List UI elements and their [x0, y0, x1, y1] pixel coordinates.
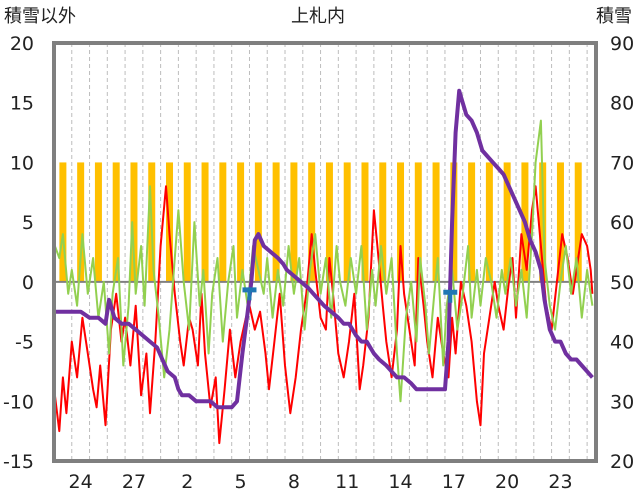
x-tick-label: 23 — [548, 471, 572, 493]
bar — [308, 162, 316, 282]
markers — [242, 287, 458, 303]
x-tick-label: 14 — [388, 471, 412, 493]
series-line-3 — [53, 119, 594, 403]
chart-title: 上札内 — [291, 6, 345, 27]
series-line-2 — [53, 185, 594, 445]
bar — [361, 162, 369, 282]
left-axis-title: 積雪以外 — [4, 6, 76, 27]
bar — [343, 162, 351, 282]
x-tick-label: 5 — [235, 471, 247, 493]
bar — [432, 162, 440, 282]
left-tick-label: -10 — [3, 391, 34, 413]
bar — [183, 162, 191, 282]
left-tick-label: -15 — [3, 451, 34, 473]
marker — [242, 287, 257, 301]
left-tick-label: 10 — [10, 152, 34, 174]
right-tick-label: 80 — [610, 93, 634, 115]
bar — [254, 162, 262, 282]
right-tick-label: 70 — [610, 152, 634, 174]
bar — [112, 162, 120, 282]
bar — [397, 162, 405, 282]
x-tick-label: 27 — [122, 471, 146, 493]
bar — [556, 162, 564, 282]
x-tick-label: 8 — [288, 471, 300, 493]
bar — [237, 162, 245, 282]
right-axis-title: 積雪 — [596, 6, 632, 27]
left-tick-label: 5 — [22, 212, 34, 234]
bar — [94, 162, 102, 282]
left-tick-label: 20 — [10, 33, 34, 55]
x-tick-labels: 24 27 2 5 8 11 14 17 20 23 — [69, 471, 573, 493]
x-tick-label: 24 — [69, 471, 93, 493]
right-tick-label: 20 — [610, 451, 634, 473]
bar — [574, 162, 582, 282]
bar — [201, 162, 209, 282]
bar — [77, 162, 85, 282]
bar — [485, 162, 493, 282]
bar — [468, 162, 476, 282]
bar — [130, 162, 138, 282]
x-tick-label: 20 — [495, 471, 519, 493]
x-tick-label: 2 — [181, 471, 193, 493]
bar — [59, 162, 67, 282]
right-tick-label: 30 — [610, 391, 634, 413]
left-tick-labels: 20 15 10 5 0 -5 -10 -15 — [3, 33, 34, 473]
left-tick-label: 0 — [22, 272, 34, 294]
bar — [325, 162, 333, 282]
bar — [414, 162, 422, 282]
series-line-4 — [54, 88, 594, 410]
left-tick-label: -5 — [15, 332, 34, 354]
bar — [272, 162, 280, 282]
bar — [379, 162, 387, 282]
x-tick-label: 17 — [442, 471, 466, 493]
bar — [503, 162, 511, 282]
x-tick-label: 11 — [335, 471, 359, 493]
bar — [290, 162, 298, 282]
right-tick-label: 40 — [610, 332, 634, 354]
plot-frame — [52, 41, 598, 463]
bar — [219, 162, 227, 282]
marker — [443, 289, 458, 303]
line-series — [53, 88, 594, 445]
right-tick-label: 50 — [610, 272, 634, 294]
right-tick-label: 90 — [610, 33, 634, 55]
left-tick-label: 15 — [10, 93, 34, 115]
right-tick-labels: 90 80 70 60 50 40 30 20 — [610, 33, 634, 473]
right-tick-label: 60 — [610, 212, 634, 234]
